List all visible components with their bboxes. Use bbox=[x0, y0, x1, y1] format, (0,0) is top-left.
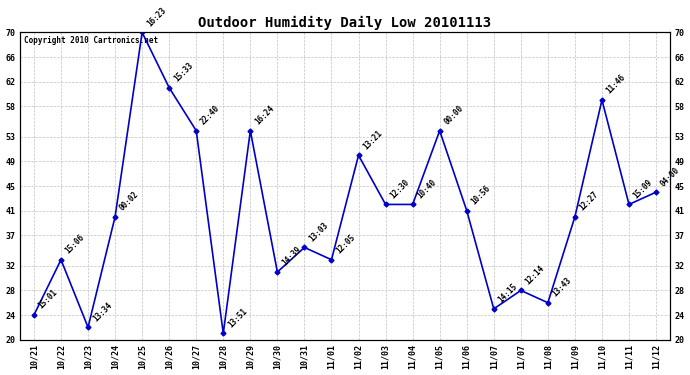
Text: 12:30: 12:30 bbox=[388, 177, 411, 200]
Text: 04:00: 04:00 bbox=[659, 165, 682, 188]
Text: 13:51: 13:51 bbox=[226, 306, 249, 329]
Text: 10:56: 10:56 bbox=[469, 184, 492, 206]
Text: 00:00: 00:00 bbox=[442, 104, 465, 126]
Text: 14:39: 14:39 bbox=[280, 245, 303, 268]
Text: 16:23: 16:23 bbox=[145, 6, 168, 28]
Text: 12:27: 12:27 bbox=[578, 190, 600, 213]
Text: 10:40: 10:40 bbox=[415, 177, 438, 200]
Text: 12:14: 12:14 bbox=[524, 264, 546, 286]
Text: 15:06: 15:06 bbox=[63, 233, 86, 255]
Text: 13:43: 13:43 bbox=[551, 276, 573, 298]
Text: 15:33: 15:33 bbox=[172, 61, 195, 84]
Text: 15:01: 15:01 bbox=[37, 288, 59, 311]
Text: 16:24: 16:24 bbox=[253, 104, 276, 126]
Text: 13:03: 13:03 bbox=[307, 220, 330, 243]
Text: 15:09: 15:09 bbox=[632, 177, 655, 200]
Text: 12:05: 12:05 bbox=[334, 233, 357, 255]
Text: 13:21: 13:21 bbox=[362, 128, 384, 151]
Title: Outdoor Humidity Daily Low 20101113: Outdoor Humidity Daily Low 20101113 bbox=[199, 16, 491, 30]
Text: 13:34: 13:34 bbox=[91, 300, 114, 323]
Text: 00:02: 00:02 bbox=[118, 190, 141, 213]
Text: 11:46: 11:46 bbox=[604, 73, 627, 96]
Text: Copyright 2010 Cartronics.net: Copyright 2010 Cartronics.net bbox=[23, 36, 158, 45]
Text: 22:40: 22:40 bbox=[199, 104, 221, 126]
Text: 14:15: 14:15 bbox=[497, 282, 520, 305]
